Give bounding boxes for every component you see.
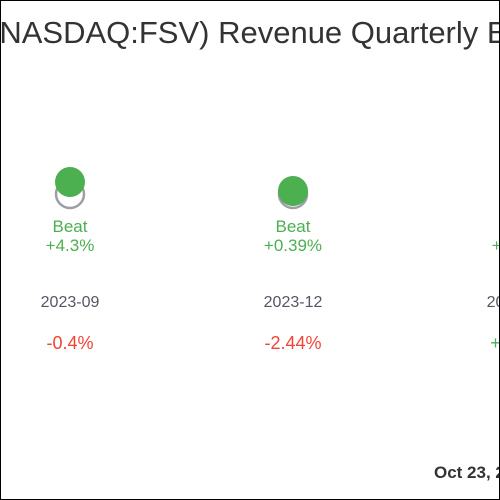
result-label: Beat <box>53 217 88 236</box>
result-label: Beat <box>276 217 311 236</box>
chart-title: (NASDAQ:FSV) Revenue Quarterly Estimates <box>0 15 499 50</box>
surprise-label: +0.39% <box>264 236 322 255</box>
change-label: +7.1% <box>490 333 499 353</box>
period-label: 2023-09 <box>41 294 100 311</box>
change-label: -0.4% <box>46 333 93 353</box>
actual-marker <box>55 167 85 197</box>
surprise-label: +4.3% <box>46 236 95 255</box>
period-label: 2024-03 <box>487 294 499 311</box>
surprise-label: +1.1% <box>492 236 499 255</box>
change-label: -2.44% <box>264 333 321 353</box>
actual-marker <box>278 176 308 206</box>
footer-date: Oct 23, 2024 <box>434 463 499 482</box>
period-label: 2023-12 <box>264 294 323 311</box>
